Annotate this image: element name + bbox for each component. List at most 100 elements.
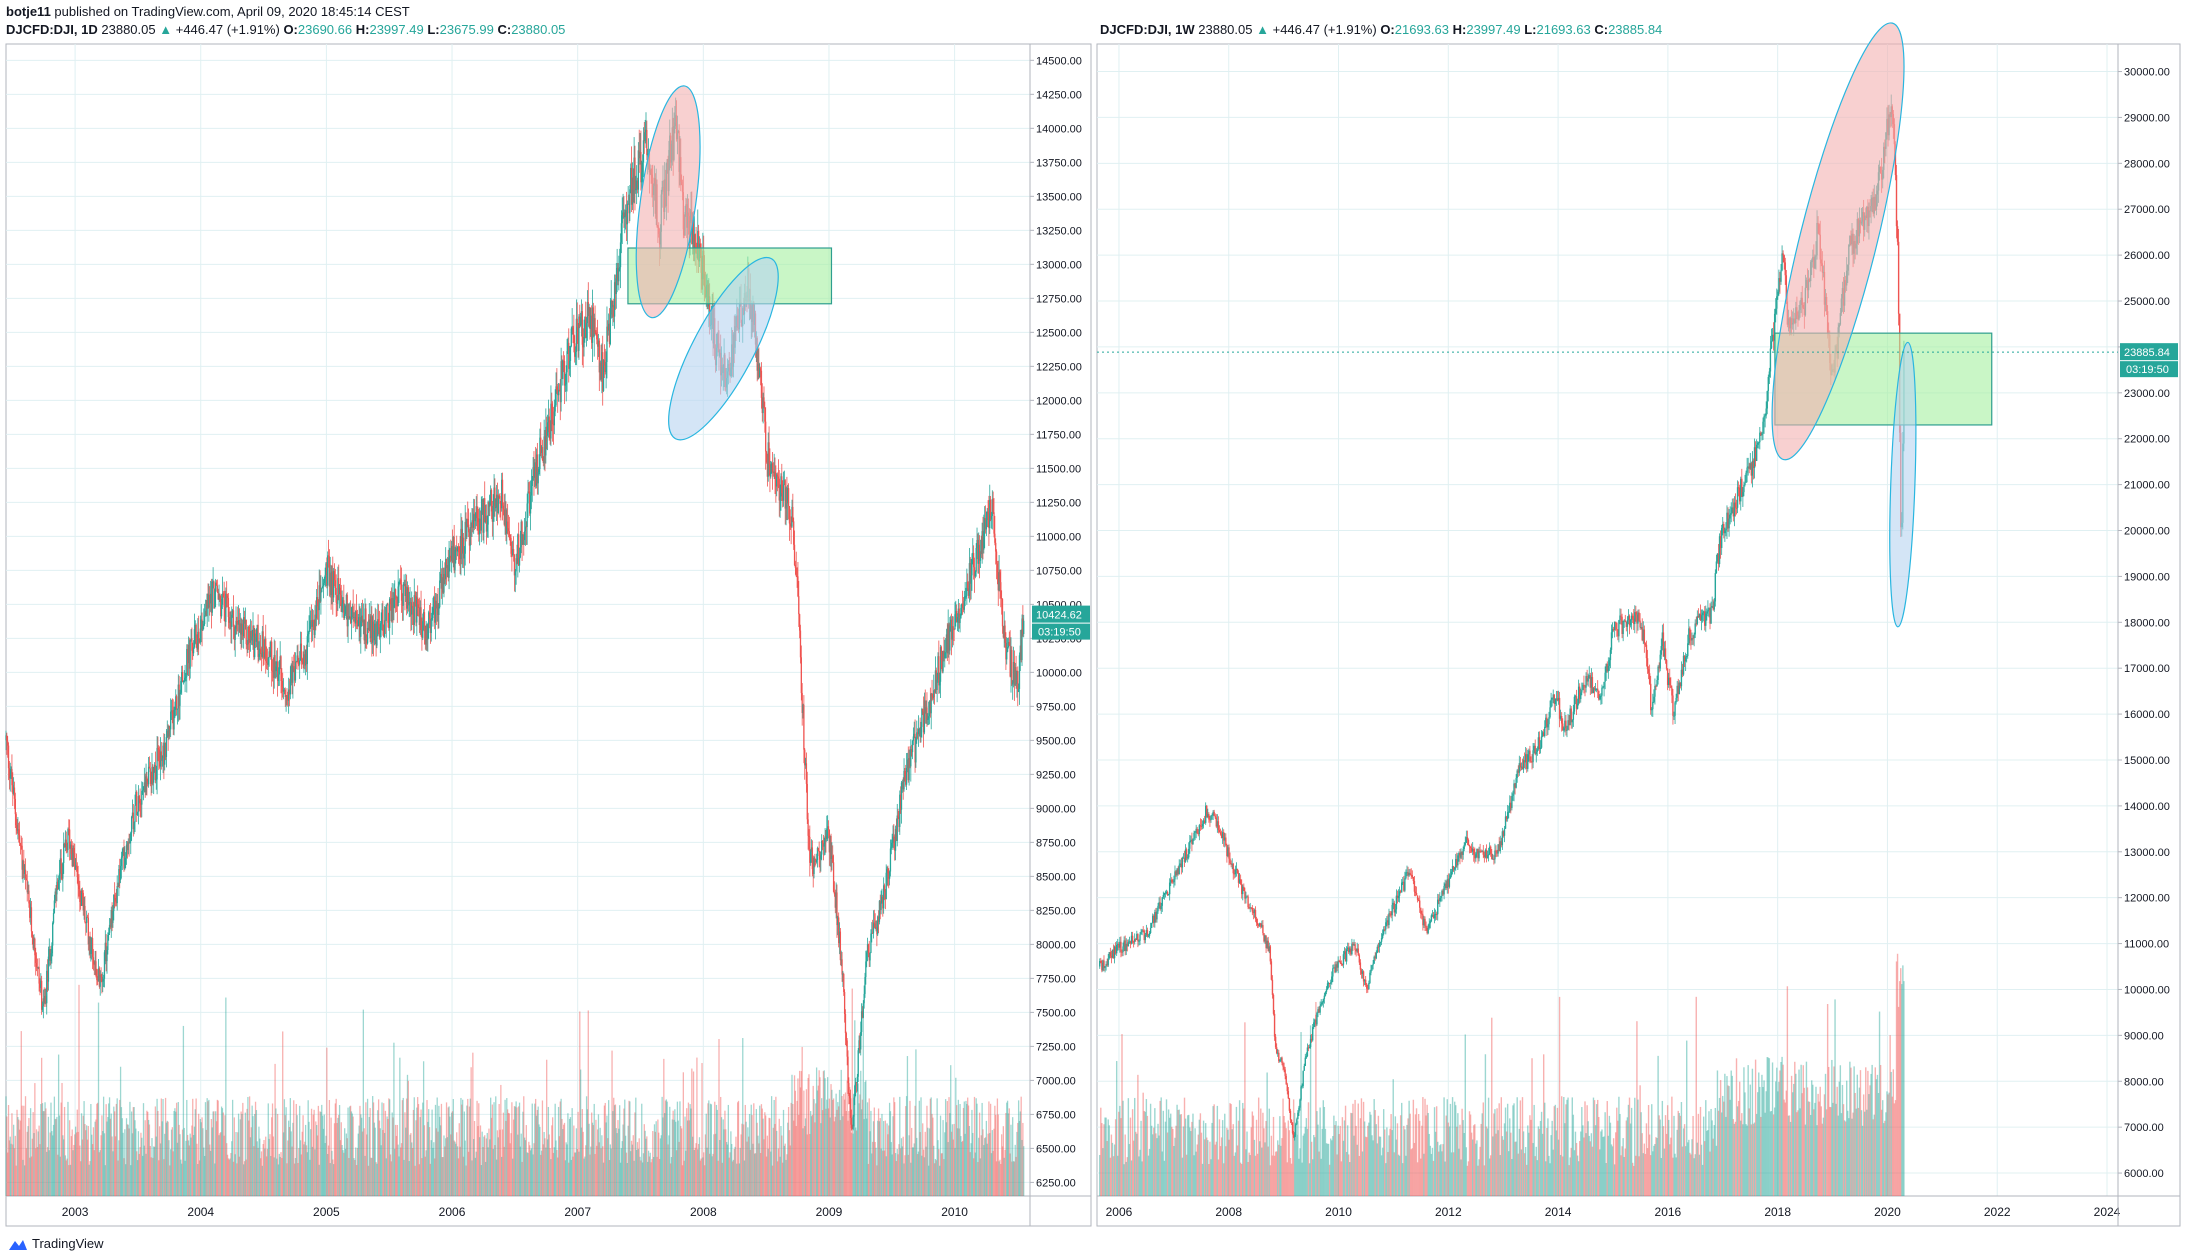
candle-body xyxy=(908,758,910,781)
volume-bar xyxy=(683,1160,685,1196)
candle-body xyxy=(13,787,16,799)
candle-body xyxy=(505,510,507,534)
volume-bar xyxy=(10,1143,12,1196)
candle-body xyxy=(366,627,369,644)
candle-body xyxy=(1220,834,1223,838)
candle-body xyxy=(913,733,915,737)
candle-body xyxy=(1103,960,1105,969)
candle-body xyxy=(1108,952,1110,959)
candle-body xyxy=(617,267,619,282)
volume-bar xyxy=(1487,1097,1490,1196)
candle-body xyxy=(609,314,611,344)
volume-bar xyxy=(1006,1102,1008,1196)
candle-body xyxy=(816,847,819,861)
volume-bar xyxy=(1384,1129,1386,1196)
candle-body xyxy=(952,626,954,630)
candle-body xyxy=(335,588,337,603)
x-tick-label: 2008 xyxy=(690,1205,717,1219)
candle-body xyxy=(262,631,264,652)
volume-bar xyxy=(1787,1115,1790,1196)
candle-body xyxy=(387,604,389,623)
volume-bar xyxy=(1759,1086,1761,1196)
volume-bar xyxy=(749,1149,752,1196)
candle-body xyxy=(765,451,768,463)
candle-body xyxy=(48,949,50,957)
volume-bar xyxy=(1137,1074,1139,1196)
candle-body xyxy=(559,390,561,403)
candle-body xyxy=(377,619,379,637)
candle-body xyxy=(563,360,565,362)
volume-bar xyxy=(1825,1109,1828,1196)
candle-body xyxy=(1160,905,1162,910)
candle-body xyxy=(815,860,818,862)
candle-body xyxy=(1194,831,1196,833)
candle-body xyxy=(1156,911,1158,920)
candle-body xyxy=(105,942,107,962)
candle-body xyxy=(313,621,315,635)
volume-bar xyxy=(1653,1145,1655,1196)
x-tick-label: 2020 xyxy=(1874,1205,1901,1219)
volume-bar xyxy=(455,1143,457,1196)
volume-bar xyxy=(1110,1134,1113,1196)
candle-body xyxy=(566,351,568,373)
volume-bar xyxy=(190,1137,192,1196)
candle-body xyxy=(564,384,567,386)
volume-bar xyxy=(491,1104,494,1196)
volume-bar xyxy=(484,1135,486,1196)
candle-body xyxy=(824,836,826,845)
candle-body xyxy=(1269,946,1272,962)
volume-bar xyxy=(1779,1070,1781,1196)
volume-bar xyxy=(820,1123,822,1196)
volume-bar xyxy=(801,1046,803,1196)
volume-bar xyxy=(305,1145,308,1196)
candle-body xyxy=(462,537,464,554)
volume-bar xyxy=(287,1140,289,1196)
volume-bar xyxy=(517,1134,519,1196)
volume-bar xyxy=(1893,1103,1896,1196)
candle-body xyxy=(979,551,982,561)
candle-body xyxy=(916,732,918,739)
candle-body xyxy=(580,311,583,325)
volume-bar xyxy=(576,1148,578,1196)
volume-bar xyxy=(869,1131,871,1196)
candle-body xyxy=(310,620,313,627)
volume-bar xyxy=(644,1130,646,1196)
candle-body xyxy=(110,910,112,928)
volume-bar xyxy=(794,1090,797,1196)
volume-bar xyxy=(1776,1067,1778,1196)
volume-bar xyxy=(429,1163,432,1196)
candle-body xyxy=(568,360,571,369)
volume-bar xyxy=(1336,1154,1338,1196)
volume-bar xyxy=(509,1143,511,1196)
volume-bar xyxy=(1325,1143,1328,1196)
volume-bar xyxy=(392,1117,394,1196)
volume-bar xyxy=(715,1104,718,1196)
volume-bar xyxy=(126,1124,129,1196)
volume-bar xyxy=(1867,1070,1869,1196)
volume-bar xyxy=(1743,1067,1745,1196)
volume-bar xyxy=(501,1129,504,1196)
volume-bar xyxy=(1409,1113,1411,1196)
volume-bar xyxy=(445,1138,447,1196)
candle-body xyxy=(43,998,45,1004)
y-tick-label: 15000.00 xyxy=(2124,755,2170,767)
volume-bar xyxy=(541,1100,544,1196)
candle-body xyxy=(1120,941,1122,952)
volume-bar xyxy=(680,1128,683,1196)
volume-bar xyxy=(828,1098,830,1196)
volume-bar xyxy=(478,1137,481,1196)
volume-bar xyxy=(686,1108,688,1196)
candle-body xyxy=(347,616,349,627)
publisher-username[interactable]: botje11 xyxy=(6,4,51,19)
volume-bar xyxy=(366,1134,368,1196)
volume-bar xyxy=(669,1106,671,1196)
volume-bar xyxy=(502,1112,505,1196)
volume-bar xyxy=(1207,1140,1209,1196)
candle-body xyxy=(621,215,623,224)
volume-bar xyxy=(1393,1152,1395,1196)
volume-bar xyxy=(658,1158,661,1196)
candle-body xyxy=(326,563,328,586)
volume-bar xyxy=(1295,1136,1297,1196)
candle-body xyxy=(523,531,526,540)
